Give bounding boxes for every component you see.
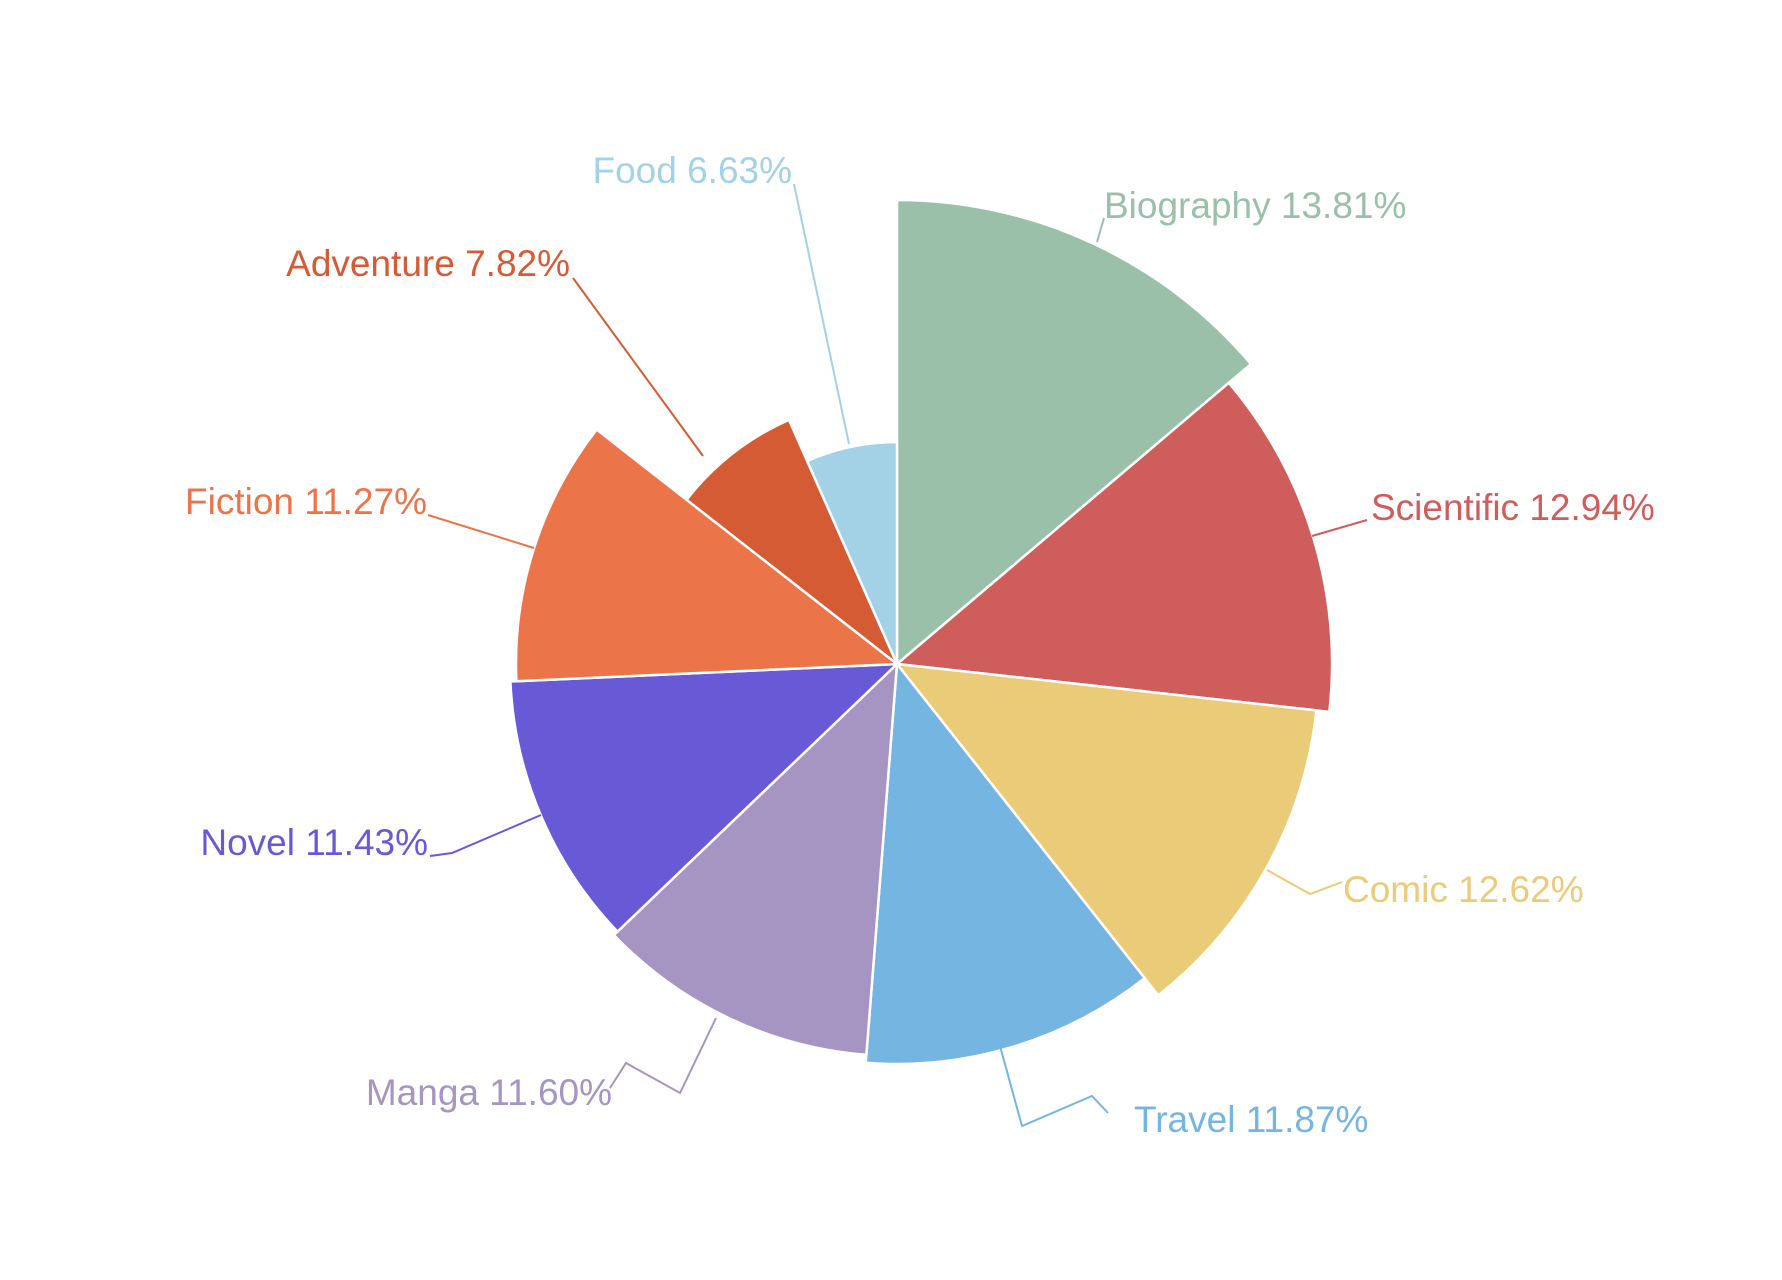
slice-adventure[interactable] <box>685 418 899 666</box>
label-novel: Novel 11.43% <box>200 822 428 863</box>
label-travel: Travel 11.87% <box>1134 1099 1368 1140</box>
leader-line-fiction <box>427 514 535 549</box>
pie-slices <box>509 198 1334 1066</box>
leader-line-biography <box>1096 217 1105 243</box>
slice-fiction[interactable] <box>514 428 899 683</box>
slice-scientific[interactable] <box>895 381 1334 714</box>
label-adventure: Adventure 7.82% <box>286 243 570 284</box>
label-fiction: Fiction 11.27% <box>185 481 427 522</box>
slice-manga[interactable] <box>612 662 899 1057</box>
leader-line-travel <box>999 1045 1109 1128</box>
leader-line-adventure <box>572 277 704 457</box>
label-food: Food 6.63% <box>592 150 792 191</box>
slice-travel[interactable] <box>864 662 1146 1066</box>
label-biography: Biography 13.81% <box>1104 185 1406 226</box>
leader-line-comic <box>1266 869 1343 896</box>
slice-novel[interactable] <box>509 662 899 933</box>
label-manga: Manga 11.60% <box>366 1072 612 1113</box>
slice-biography[interactable] <box>895 198 1253 666</box>
slice-labels: Biography 13.81% Scientific 12.94% Comic 1… <box>185 150 1655 1140</box>
leader-line-scientific <box>1311 519 1368 537</box>
leader-line-food <box>793 183 850 445</box>
slice-food[interactable] <box>805 440 899 666</box>
label-comic: Comic 12.62% <box>1343 869 1584 910</box>
slice-comic[interactable] <box>895 662 1318 997</box>
label-scientific: Scientific 12.94% <box>1371 487 1655 528</box>
label-leader-lines <box>427 183 1368 1128</box>
leader-line-manga <box>609 1017 717 1095</box>
leader-line-novel <box>429 814 542 857</box>
